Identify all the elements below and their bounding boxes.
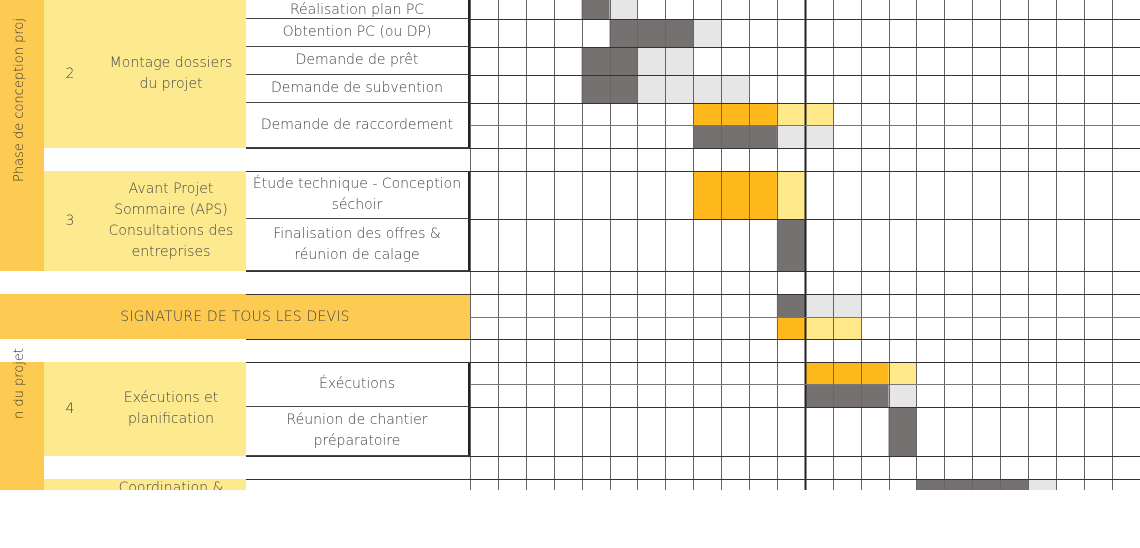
gantt-cell-single-light_gray	[665, 75, 694, 103]
section-title-3: Avant Projet Sommaire (APS) Consultation…	[96, 171, 246, 271]
section-number-2: 2	[44, 0, 96, 148]
gantt-cell-single-light_gray	[693, 19, 722, 47]
gantt-cell-bottom-light_gray	[804, 125, 834, 148]
gantt-cell-bottom-dark_gray	[860, 384, 889, 407]
section-title-5: Coordination &	[96, 479, 246, 490]
gantt-cell-bottom-light_yellow	[804, 317, 834, 339]
gantt-cell-top-orange	[721, 103, 750, 125]
task-demande-subvention: Demande de subvention	[246, 75, 470, 103]
task-demande-raccordement: Demande de raccordement	[246, 103, 470, 148]
gantt-cell-top-orange	[804, 362, 834, 384]
gantt-cell-bottom-dark_gray	[693, 125, 722, 148]
gantt-cells	[581, 0, 1057, 490]
gantt-cell-single-dark_gray	[665, 19, 694, 47]
gantt-cell-single-dark_gray	[888, 407, 917, 456]
gantt-cell-top-orange	[693, 103, 722, 125]
gantt-cell-top-orange	[832, 362, 862, 384]
gantt-cell-single-dark_gray	[581, 0, 610, 19]
gantt-cell-single-light_gray	[637, 75, 666, 103]
gantt-cell-single-dark_gray	[637, 19, 666, 47]
gantt-cell-bottom-dark_gray	[804, 384, 834, 407]
section-title-4: Exécutions et planification	[96, 362, 246, 456]
gantt-cell-single-dark_gray	[581, 47, 610, 75]
task-executions: Éxécutions	[246, 362, 470, 407]
gantt-cell-single-light_gray	[693, 75, 722, 103]
gantt-cell-top-light_yellow	[888, 362, 917, 384]
gantt-cell-top-dark_gray	[776, 294, 806, 317]
task-demande-pret: Demande de prêt	[246, 47, 470, 75]
gantt-cell-top-light_gray	[832, 294, 862, 317]
gantt-cell-single-dark_gray	[944, 479, 973, 490]
gantt-cell-single-light_gray	[1028, 479, 1057, 490]
gantt-cell-single-dark_gray	[609, 19, 638, 47]
gantt-cell-bottom-dark_gray	[832, 384, 862, 407]
task-reunion-chantier: Réunion de chantier préparatoire	[246, 407, 470, 456]
gantt-cell-single-orange	[721, 171, 750, 219]
gantt-cell-top-light_yellow	[804, 103, 834, 125]
section-number-4: 4	[44, 362, 96, 456]
gantt-cell-single-dark_gray	[609, 47, 638, 75]
gantt-cell-bottom-light_gray	[776, 125, 806, 148]
gantt-cell-single-dark_gray	[609, 75, 638, 103]
milestone-banner: SIGNATURE DE TOUS LES DEVIS	[0, 294, 470, 339]
gantt-cell-bottom-light_gray	[888, 384, 917, 407]
gantt-cell-top-light_gray	[804, 294, 834, 317]
gantt-cell-single-dark_gray	[581, 75, 610, 103]
gantt-cell-top-orange	[749, 103, 778, 125]
gantt-cell-single-light_gray	[637, 47, 666, 75]
gantt-cell-single-light_gray	[721, 75, 750, 103]
task-finalisation-offres: Finalisation des offres & réunion de cal…	[246, 219, 470, 271]
gantt-cell-single-light_gray	[609, 0, 638, 19]
gantt-cell-single-light_yellow	[776, 171, 806, 219]
phase-execution-band: n du projet	[0, 348, 44, 490]
gantt-cell-single-light_gray	[665, 47, 694, 75]
gantt-cell-top-light_yellow	[776, 103, 806, 125]
phase-conception-band: Phase de conception proj	[0, 0, 44, 271]
gantt-cell-bottom-dark_gray	[721, 125, 750, 148]
section-title-2: Montage dossiers du projet	[96, 0, 246, 148]
gantt-cell-top-orange	[860, 362, 889, 384]
gantt-cell-bottom-orange	[776, 317, 806, 339]
gantt-cell-bottom-light_yellow	[832, 317, 862, 339]
gantt-cell-bottom-dark_gray	[749, 125, 778, 148]
gantt-cell-single-orange	[749, 171, 778, 219]
task-obtention-pc: Obtention PC (ou DP)	[246, 19, 470, 47]
gantt-gridlines	[246, 0, 1140, 490]
task-etude-technique: Étude technique - Conception séchoir	[246, 171, 470, 219]
gantt-cell-single-dark_gray	[776, 219, 806, 271]
gantt-cell-single-dark_gray	[1000, 479, 1029, 490]
gantt-grid	[246, 0, 1140, 490]
gantt-cell-single-orange	[693, 171, 722, 219]
gantt-cell-single-dark_gray	[972, 479, 1001, 490]
gantt-cell-single-dark_gray	[916, 479, 945, 490]
section-number-5	[44, 479, 96, 490]
task-realisation-plan-pc: Réalisation plan PC	[246, 0, 470, 19]
section-number-3: 3	[44, 171, 96, 271]
